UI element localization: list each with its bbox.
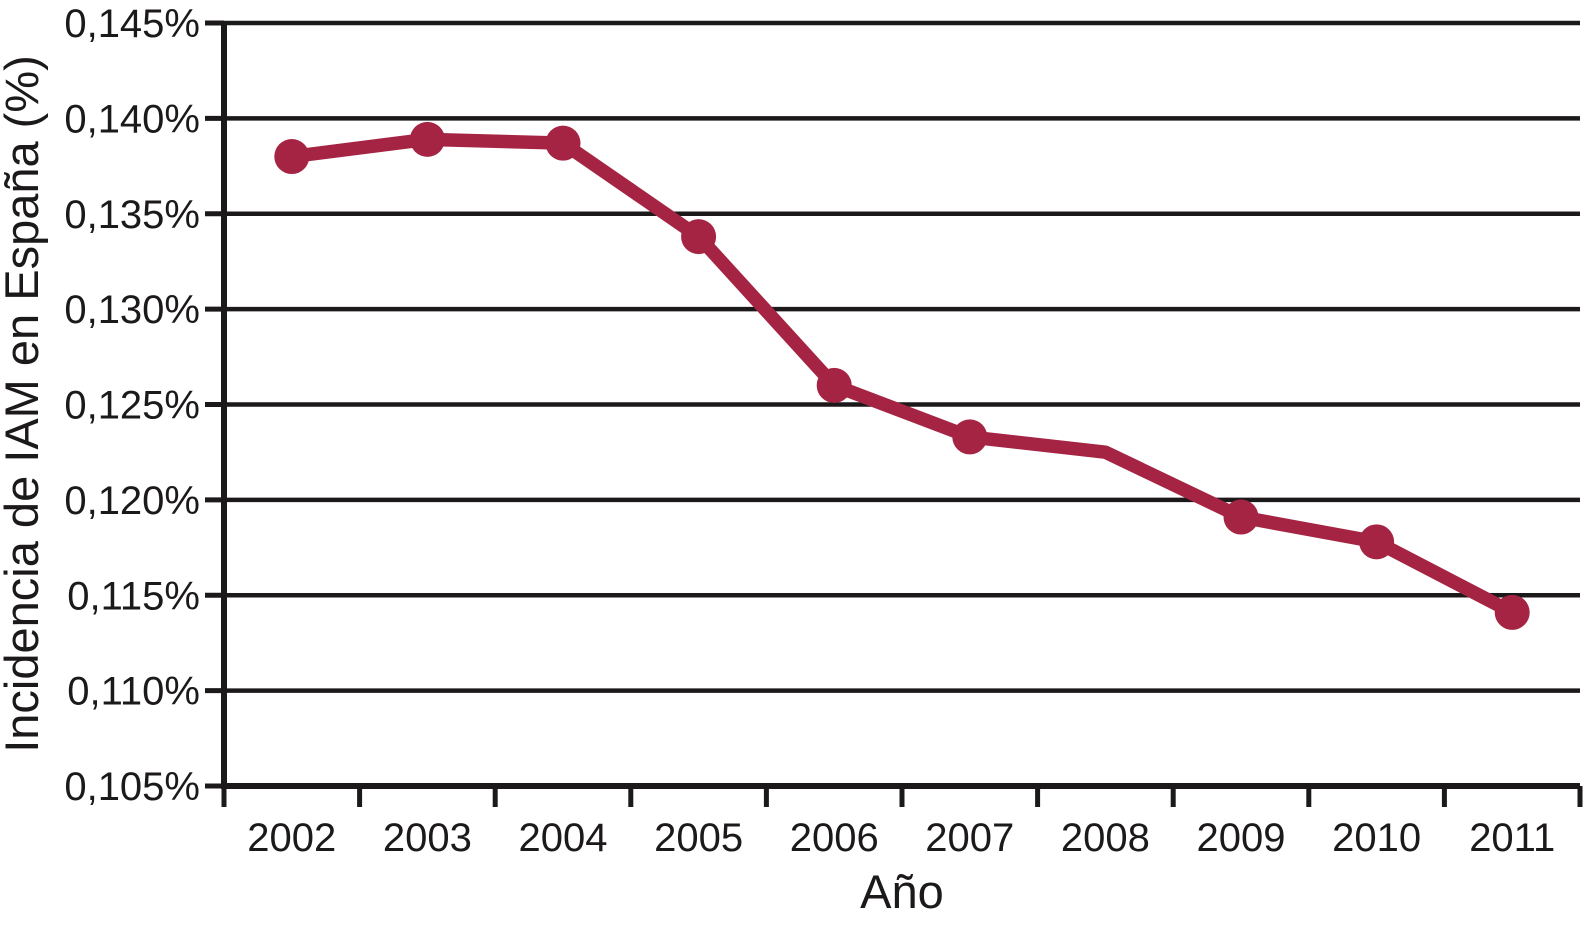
x-tick-label: 2002 [247, 816, 336, 860]
y-tick-label: 0,110% [67, 670, 200, 714]
y-tick-label: 0,120% [64, 479, 200, 523]
y-tick-label: 0,105% [64, 765, 200, 809]
x-tick-labels: 2002 2003 2004 2005 2006 2007 2008 2009 2010 2011 [247, 816, 1555, 860]
x-tick-label: 2004 [519, 816, 608, 860]
x-tick-label: 2006 [790, 816, 879, 860]
y-tick-label: 0,140% [64, 97, 200, 141]
x-tick-label: 2009 [1197, 816, 1286, 860]
data-point-marker [1359, 524, 1395, 560]
x-tick-label: 2008 [1061, 816, 1150, 860]
y-axis-ticks [205, 20, 224, 789]
data-point-marker [545, 125, 581, 161]
y-tick-label: 0,145% [64, 2, 200, 46]
data-point-marker [1223, 499, 1259, 535]
series-line [285, 132, 1519, 620]
data-point-marker [952, 419, 988, 455]
x-axis-title: Año [860, 865, 944, 918]
data-point-marker [681, 219, 717, 255]
data-series [274, 121, 1530, 630]
y-tick-label: 0,135% [64, 193, 200, 237]
y-tick-label: 0,130% [64, 288, 200, 332]
x-tick-label: 2010 [1332, 816, 1421, 860]
x-tick-label: 2007 [925, 816, 1014, 860]
y-axis-title: Incidencia de IAM en España (%) [0, 55, 48, 753]
data-point-marker [1494, 594, 1530, 630]
y-tick-labels: 0,145% 0,140% 0,135% 0,130% 0,125% 0,120% 0,11… [64, 2, 200, 809]
data-point-marker [274, 139, 310, 175]
data-point-marker [816, 367, 852, 403]
x-tick-label: 2003 [383, 816, 472, 860]
x-axis-ticks [221, 786, 1583, 807]
x-tick-label: 2011 [1469, 816, 1555, 860]
y-tick-label: 0,125% [64, 384, 200, 428]
x-tick-label: 2005 [654, 816, 743, 860]
y-tick-label: 0,115% [67, 574, 200, 618]
data-point-marker [409, 121, 445, 157]
